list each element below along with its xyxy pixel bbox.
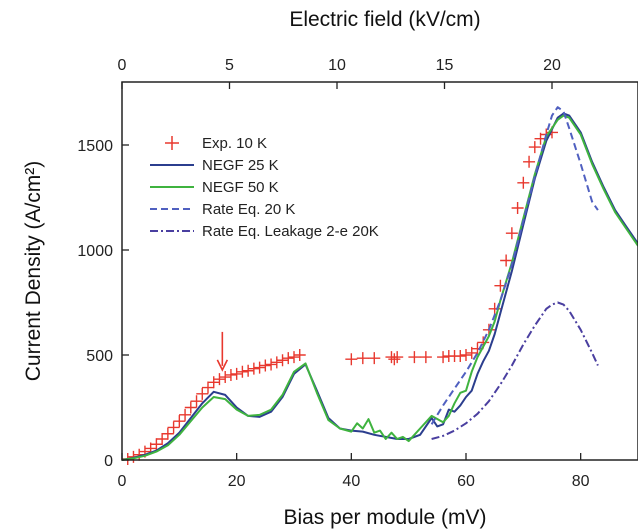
exp-marker: [179, 408, 192, 421]
series-line-3: [430, 106, 599, 425]
exp-marker: [517, 176, 530, 189]
exp-marker: [213, 373, 226, 386]
series-line-1: [121, 112, 638, 461]
exp-marker: [196, 387, 209, 400]
x-tick-label: 20: [228, 473, 246, 490]
exp-marker: [207, 376, 220, 389]
top-x-tick-label: 5: [225, 57, 234, 74]
top-axis-title: Electric field (kV/cm): [289, 8, 480, 31]
exp-marker: [505, 227, 518, 240]
exp-marker: [356, 352, 369, 365]
x-tick-label: 40: [342, 473, 360, 490]
exp-marker: [202, 381, 214, 394]
legend-label: Exp. 10 K: [202, 135, 267, 152]
exp-marker: [368, 352, 381, 365]
exp-marker: [276, 354, 289, 367]
exp-marker: [190, 395, 203, 408]
legend-label: Rate Eq. 20 K: [202, 201, 295, 218]
x-axis-title: Bias per module (mV): [283, 506, 486, 529]
exp-marker: [437, 351, 450, 364]
series-line-4: [431, 301, 599, 440]
exp-marker: [500, 254, 513, 267]
top-x-tick-label: 0: [118, 57, 127, 74]
exp-marker: [288, 351, 300, 364]
top-x-tick-label: 20: [543, 57, 561, 74]
legend-label: Rate Eq. Leakage 2-e 20K: [202, 223, 379, 240]
exp-marker: [259, 359, 272, 372]
exp-marker: [253, 361, 266, 374]
exp-marker: [184, 401, 197, 414]
y-axis-title: Current Density (A/cm²): [22, 161, 45, 382]
y-tick-label: 0: [104, 453, 113, 470]
legend-swatch-marker: [165, 136, 179, 150]
exp-marker: [247, 362, 260, 375]
exp-marker: [345, 353, 358, 366]
y-tick-label: 500: [86, 348, 113, 365]
top-x-tick-label: 10: [328, 57, 346, 74]
legend-label: NEGF 50 K: [202, 179, 279, 196]
exp-marker: [242, 364, 255, 377]
y-tick-label: 1000: [77, 243, 113, 260]
exp-marker: [391, 351, 404, 364]
plot-frame: [121, 81, 638, 461]
top-x-tick-label: 15: [436, 57, 454, 74]
data-layer: [121, 106, 638, 465]
exp-marker: [265, 358, 278, 371]
annotation-arrow-head: [216, 359, 229, 372]
x-tick-label: 60: [457, 473, 475, 490]
exp-marker: [388, 353, 401, 366]
exp-marker: [236, 365, 249, 378]
exp-marker: [156, 433, 169, 445]
legend-label: NEGF 25 K: [202, 157, 279, 174]
exp-marker: [460, 349, 472, 361]
exp-marker: [173, 415, 186, 428]
x-tick-label: 0: [118, 473, 127, 490]
y-tick-label: 1500: [77, 138, 113, 155]
exp-marker: [224, 368, 237, 381]
legend: Exp. 10 K NEGF 25 K NEGF 50 K Rate Eq. 20 K…: [150, 135, 379, 240]
ticks-layer: 0 20 40 60 80 0 500 1000 1500 0 5 10 15 20: [77, 57, 589, 490]
exp-marker: [150, 438, 163, 451]
exp-marker: [511, 202, 524, 214]
exp-marker: [167, 421, 180, 434]
exp-marker: [219, 371, 232, 384]
exp-marker: [161, 427, 174, 440]
exp-marker: [408, 351, 421, 364]
exp-marker: [454, 350, 467, 363]
exp-marker: [293, 349, 306, 361]
exp-marker: [270, 356, 283, 369]
exp-marker: [282, 352, 295, 365]
x-tick-label: 80: [572, 473, 590, 490]
exp-marker: [230, 367, 243, 380]
exp-marker: [528, 141, 541, 154]
exp-marker: [419, 351, 432, 364]
exp-marker: [523, 155, 536, 168]
